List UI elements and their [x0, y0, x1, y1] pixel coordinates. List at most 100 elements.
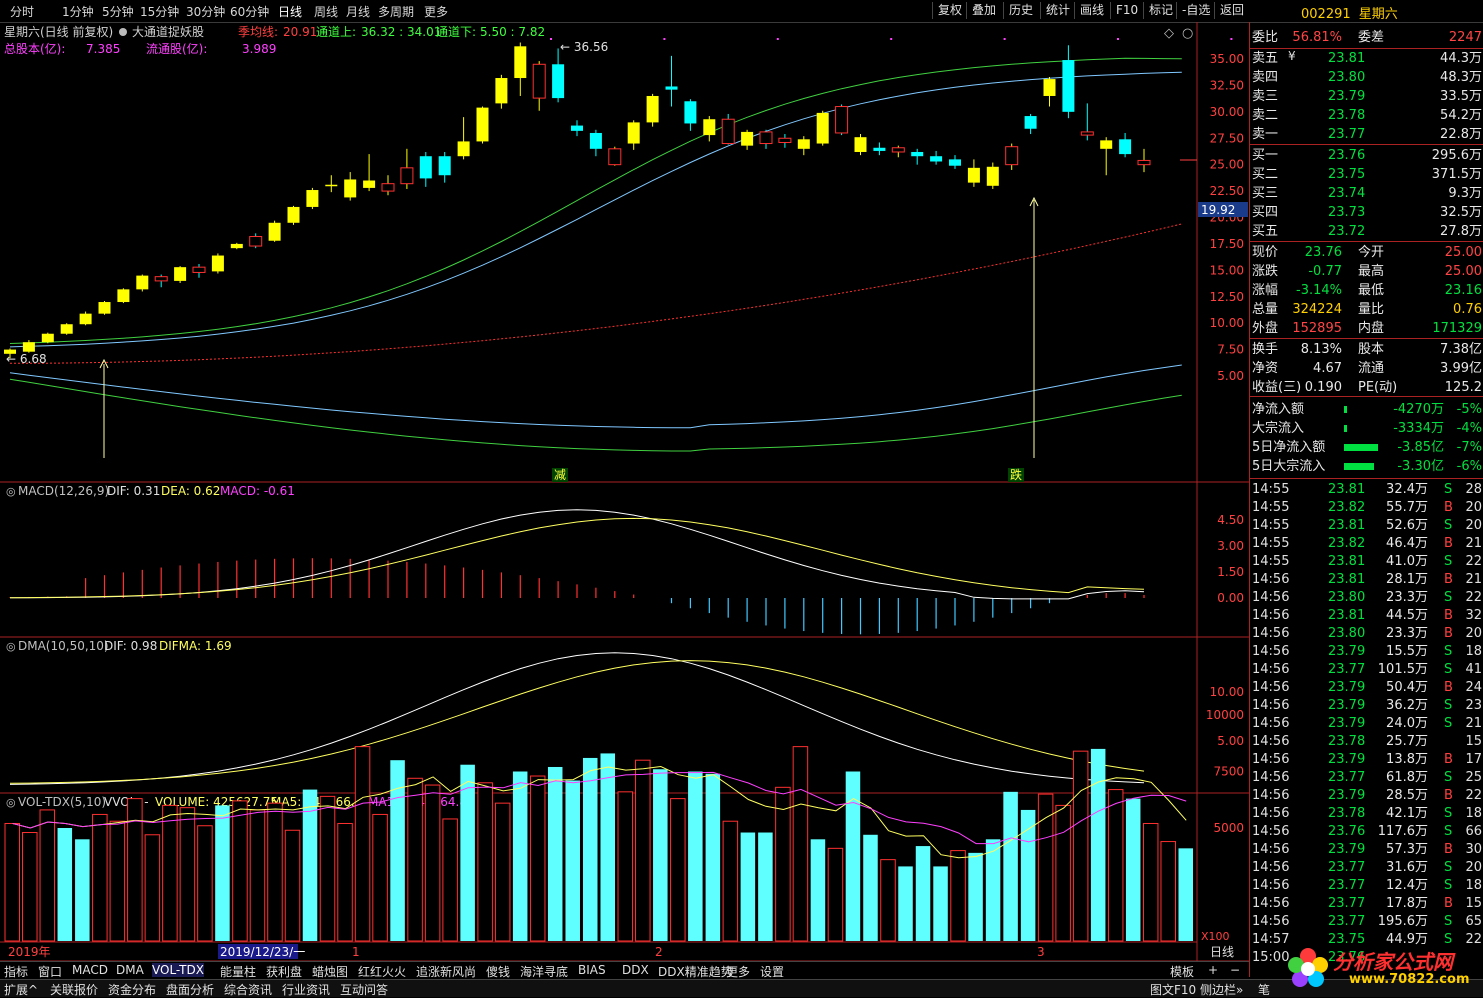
period-tab-9[interactable]: 多周期 — [378, 5, 415, 19]
watermark-logo: 分析家公式网 www.70822.com — [1283, 942, 1483, 996]
period-tab-8[interactable]: 月线 — [346, 5, 371, 19]
tick-count: 22 — [1465, 554, 1482, 569]
template-button[interactable]: 模板 — [1170, 965, 1195, 979]
bottom-tab-6[interactable]: 互动问答 — [340, 983, 389, 997]
indicator-tab-7[interactable]: 蜡烛图 — [312, 965, 349, 979]
indicator-dropdown-icon[interactable] — [119, 28, 127, 36]
indicator-tab-0[interactable]: 指标 — [4, 965, 29, 979]
price-axis-label: 5.00 — [1217, 369, 1244, 383]
indicator-tab-1[interactable]: 窗口 — [38, 965, 63, 979]
stat-value: 23.76 — [1304, 245, 1342, 260]
candle — [589, 129, 602, 157]
bottom-tab-4[interactable]: 综合资讯 — [224, 983, 273, 997]
tick-row: 14:56 23.79 36.2万 S 23 — [1250, 697, 1483, 715]
period-tab-4[interactable]: 30分钟 — [186, 5, 226, 19]
volume-bar — [547, 766, 563, 941]
stat2-row: 收益(三) 0.190 PE(动) 125.2 — [1250, 378, 1483, 397]
flow-bar — [1344, 425, 1347, 432]
volume-bar — [898, 866, 913, 941]
volume-bar — [109, 820, 126, 942]
dma-collapse-icon[interactable]: ◎ — [6, 640, 16, 653]
indicator-tab-10[interactable]: 傻钱 — [486, 965, 511, 979]
period-tab-2[interactable]: 5分钟 — [102, 5, 134, 19]
zoom-in-icon[interactable]: + — [1208, 963, 1219, 977]
candle — [986, 162, 999, 189]
indicator-tab-3[interactable]: DMA — [116, 963, 144, 977]
ask-volume: 33.5万 — [1440, 89, 1482, 104]
indicator-name: 大通道捉妖股 — [132, 24, 204, 39]
stat-value: -0.77 — [1308, 264, 1342, 279]
mark-reduce-bg — [552, 468, 568, 482]
stat2-label: 净资 — [1252, 361, 1279, 376]
signal-dot — [663, 38, 666, 40]
tick-side: S — [1444, 770, 1453, 785]
bottom-tab-2[interactable]: 资金分布 — [108, 983, 157, 997]
toolbar-button-0[interactable]: 复权 — [932, 2, 967, 19]
volume-bar — [950, 850, 966, 942]
indicator-tab-2[interactable]: MACD — [72, 963, 108, 977]
bottom-tab-3[interactable]: 盘面分析 — [166, 983, 215, 997]
tick-count: 65 — [1465, 914, 1482, 929]
indicator-tab-14[interactable]: DDX精准趋势 — [658, 965, 733, 979]
indicator-tab-12[interactable]: BIAS — [578, 963, 606, 977]
bottom-tab-5[interactable]: 行业资讯 — [282, 983, 331, 997]
mark-fall: 跌 — [1010, 467, 1022, 482]
tick-price: 23.76 — [1328, 824, 1366, 839]
price-axis-label: 35.00 — [1210, 52, 1244, 66]
macd-collapse-icon[interactable]: ◎ — [6, 485, 16, 498]
macd-axis-label: 4.50 — [1217, 513, 1244, 527]
indicator-tab-15[interactable]: 更多 — [726, 965, 751, 979]
toolbar-button-3[interactable]: 统计 — [1040, 2, 1075, 19]
bottom-right-0[interactable]: 图文F10 — [1150, 983, 1197, 997]
settings-circle-icon[interactable]: ○ — [1182, 26, 1193, 41]
separator — [1250, 48, 1483, 49]
macd-axis-label: 3.00 — [1217, 539, 1244, 553]
volume-bar — [179, 807, 196, 942]
indicator-tab-6[interactable]: 获利盘 — [266, 965, 303, 979]
toolbar-button-5[interactable]: F10 — [1110, 2, 1143, 19]
season-line-value: 20.91 — [283, 25, 317, 39]
weicha-label: 委差 — [1358, 30, 1385, 45]
indicator-tab-13[interactable]: DDX — [622, 963, 649, 977]
toolbar-button-6[interactable]: 标记 — [1143, 2, 1178, 19]
tick-price: 23.81 — [1328, 554, 1366, 569]
vol-collapse-icon[interactable]: ◎ — [6, 796, 16, 809]
bottom-right-1[interactable]: 侧边栏» — [1200, 983, 1244, 997]
period-tab-5[interactable]: 60分钟 — [230, 5, 270, 19]
weicha-value: 2247 — [1448, 30, 1482, 45]
period-tab-3[interactable]: 15分钟 — [140, 5, 180, 19]
candle-red — [721, 118, 735, 145]
period-tab-6[interactable]: 日线 — [278, 5, 303, 19]
toolbar-button-2[interactable]: 历史 — [1003, 2, 1038, 19]
flow-value: -4270万 — [1393, 402, 1444, 417]
indicator-tab-5[interactable]: 能量柱 — [220, 965, 257, 979]
zoom-out-icon[interactable]: − — [1230, 963, 1241, 977]
period-tab-1[interactable]: 1分钟 — [62, 5, 94, 19]
stat2-row: 净资 4.67 流通 3.99亿 — [1250, 359, 1483, 378]
period-tab-10[interactable]: 更多 — [424, 5, 449, 19]
toolbar-button-4[interactable]: 画线 — [1074, 2, 1109, 19]
period-tab-0[interactable]: 分时 — [10, 5, 35, 19]
volume-bar — [1020, 809, 1036, 941]
tick-count: 20 — [1465, 518, 1482, 533]
toolbar-button-1[interactable]: 叠加 — [966, 2, 1001, 19]
indicator-tab-9[interactable]: 追涨新风尚 — [416, 965, 477, 979]
bottom-tab-0[interactable]: 扩展^ — [4, 983, 39, 997]
indicator-tab-4[interactable]: VOL-TDX — [152, 963, 204, 977]
period-tab-7[interactable]: 周线 — [314, 5, 339, 19]
indicator-tab-8[interactable]: 红红火火 — [358, 965, 407, 979]
separator — [1250, 338, 1483, 339]
candle — [552, 48, 565, 103]
indicator-tab-16[interactable]: 设置 — [760, 965, 785, 979]
bottom-tab-1[interactable]: 关联报价 — [50, 983, 99, 997]
tick-side: B — [1444, 572, 1453, 587]
toolbar-button-7[interactable]: -自选 — [1176, 2, 1215, 19]
tick-price: 23.81 — [1328, 608, 1366, 623]
diamond-icon[interactable]: ◇ — [1164, 26, 1174, 41]
ask-label: 卖一 — [1252, 127, 1279, 142]
bottom-right-2[interactable]: 笔 — [1258, 983, 1271, 997]
ask-volume: 54.2万 — [1440, 108, 1482, 123]
indicator-tab-11[interactable]: 海洋寻底 — [520, 965, 569, 979]
toolbar-button-8[interactable]: 返回 — [1214, 2, 1249, 19]
